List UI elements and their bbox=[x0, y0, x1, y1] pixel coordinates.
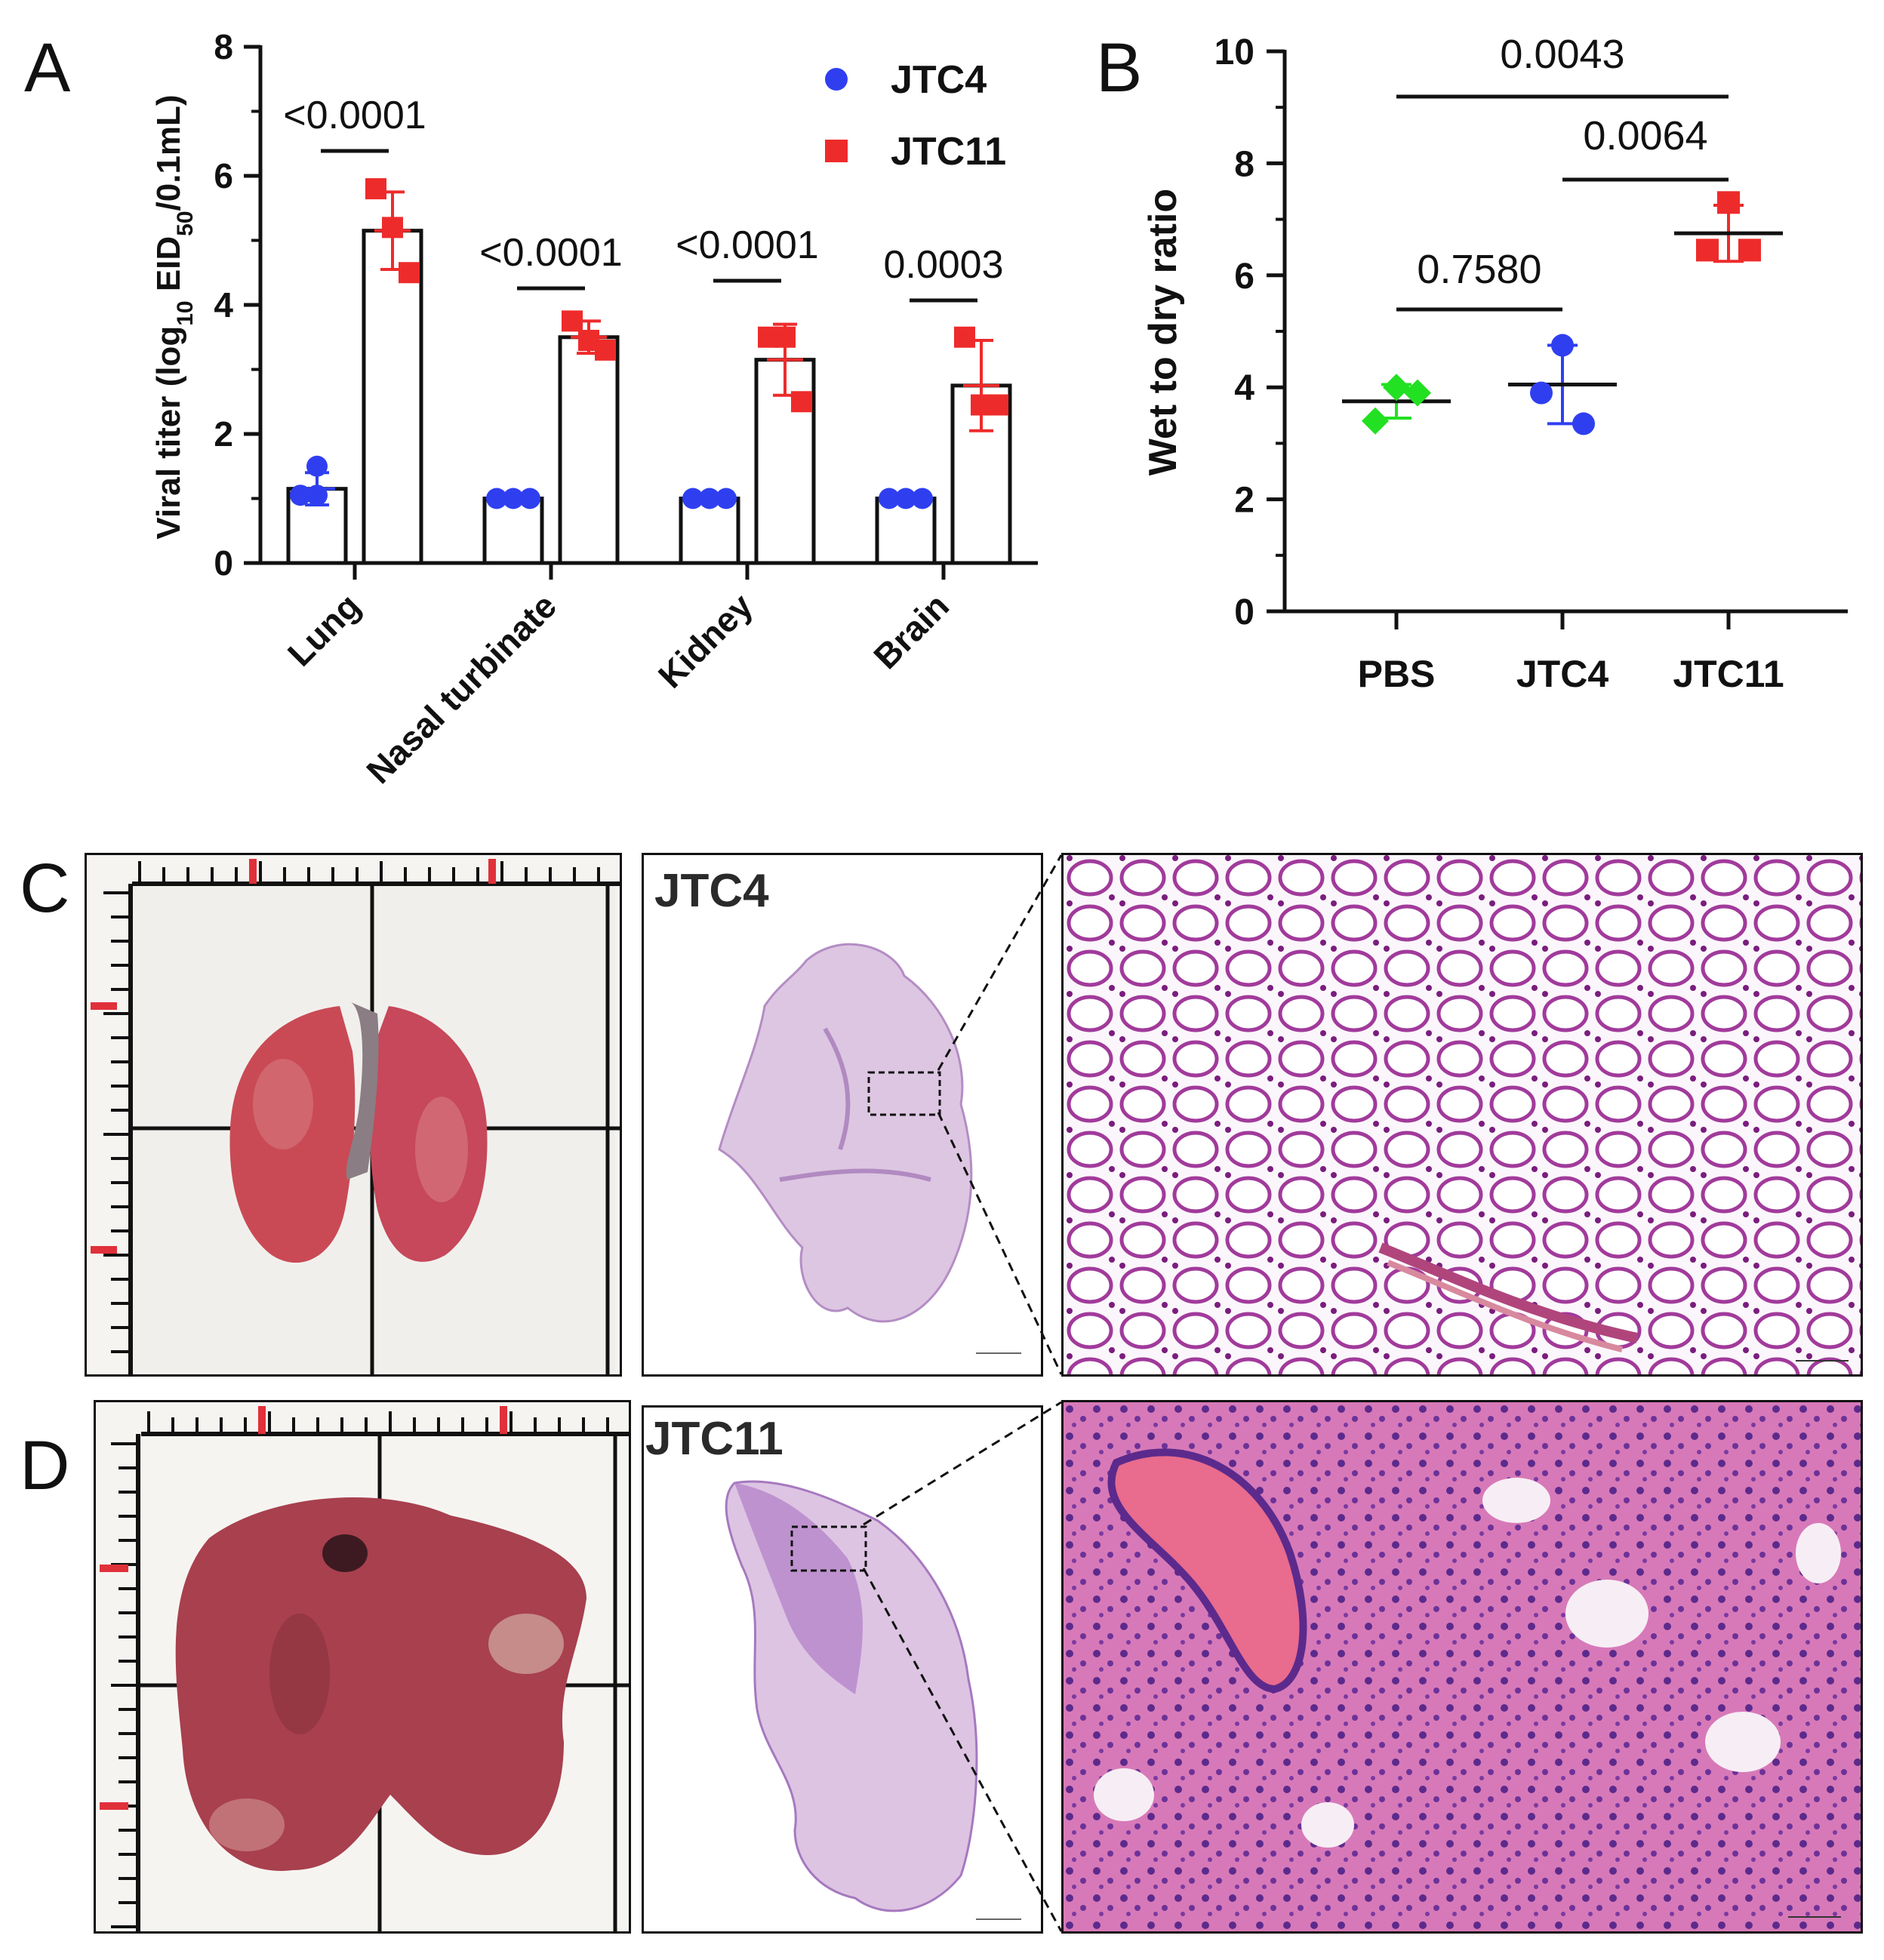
data-point-jtc11 bbox=[1696, 238, 1719, 262]
panel-letter-b: B bbox=[1096, 29, 1143, 106]
data-point-jtc11 bbox=[365, 178, 386, 200]
y-tick-label: 2 bbox=[214, 414, 233, 454]
legend-label-jtc4: JTC4 bbox=[891, 58, 987, 102]
bar-jtc11 bbox=[558, 335, 620, 565]
histology-overview-jtc4: JTC4 bbox=[642, 853, 1043, 1377]
data-point-jtc4 bbox=[486, 488, 507, 509]
data-point-jtc11 bbox=[1717, 191, 1740, 214]
y-tick-label: 6 bbox=[1234, 257, 1254, 297]
data-point-jtc4 bbox=[682, 488, 703, 509]
data-point-jtc4 bbox=[1551, 334, 1574, 357]
histology-zoom-jtc4 bbox=[1061, 853, 1863, 1377]
p-value-label: 0.0064 bbox=[1583, 113, 1707, 158]
data-point-jtc4 bbox=[1572, 412, 1595, 435]
data-point-jtc11 bbox=[399, 262, 420, 284]
data-point-jtc4 bbox=[879, 488, 900, 509]
y-tick-label: 8 bbox=[214, 27, 233, 66]
histology-overview-jtc4-graphic bbox=[718, 943, 1021, 1354]
p-value-label: <0.0001 bbox=[479, 231, 622, 275]
y-tick-label: 10 bbox=[1214, 32, 1254, 72]
data-point-jtc4 bbox=[306, 455, 328, 477]
data-point-jtc4 bbox=[503, 488, 524, 509]
panel-letter-d: D bbox=[20, 1427, 70, 1504]
data-point-pbs bbox=[1404, 379, 1431, 407]
data-point-jtc11 bbox=[987, 394, 1008, 416]
legend-label-jtc11: JTC11 bbox=[891, 130, 1006, 174]
p-value-label: 0.0003 bbox=[883, 243, 1003, 287]
y-tick-label: 8 bbox=[1234, 144, 1254, 184]
sample-label-jtc4: JTC4 bbox=[654, 865, 769, 917]
histology-zoom-jtc11 bbox=[1061, 1400, 1863, 1934]
lung-photo-jtc11-graphic bbox=[96, 1402, 629, 1931]
histology-zoom-jtc11-graphic bbox=[1064, 1402, 1861, 1931]
x-tick-label: JTC4 bbox=[1516, 653, 1608, 695]
data-point-jtc11 bbox=[595, 339, 616, 361]
x-tick-label: PBS bbox=[1358, 653, 1436, 695]
lung-photo-jtc4 bbox=[85, 853, 622, 1377]
legend-marker-jtc11 bbox=[825, 140, 848, 162]
data-point-jtc11 bbox=[382, 217, 403, 238]
data-point-pbs bbox=[1383, 374, 1410, 402]
p-value-label: <0.0001 bbox=[676, 223, 818, 267]
y-axis-label: Wet to dry ratio bbox=[1141, 189, 1185, 475]
y-tick-label: 0 bbox=[214, 543, 233, 583]
viral-titer-bar-chart: Viral titer (log10 EID50/0.1mL) 02468Lun… bbox=[150, 27, 1038, 791]
histology-zoom-jtc4-graphic bbox=[1064, 855, 1861, 1374]
data-point-jtc4 bbox=[1530, 381, 1553, 405]
y-tick-label: 4 bbox=[214, 285, 233, 325]
histology-overview-jtc11: JTC11 bbox=[642, 1405, 1043, 1934]
data-point-jtc11 bbox=[954, 326, 975, 348]
data-point-jtc4 bbox=[699, 488, 720, 509]
lung-photo-jtc4-graphic bbox=[87, 855, 620, 1374]
legend-marker-jtc4 bbox=[825, 68, 848, 91]
data-point-jtc4 bbox=[306, 485, 328, 506]
data-point-jtc11 bbox=[791, 391, 812, 413]
lung-photo-jtc11 bbox=[94, 1400, 631, 1934]
p-value-label: 0.0043 bbox=[1500, 32, 1624, 77]
p-value-label: 0.7580 bbox=[1417, 247, 1541, 292]
data-point-jtc4 bbox=[716, 488, 737, 509]
y-tick-label: 2 bbox=[1234, 481, 1254, 521]
data-point-jtc11 bbox=[1738, 238, 1761, 262]
data-point-jtc4 bbox=[912, 488, 933, 509]
data-point-jtc4 bbox=[519, 488, 540, 509]
bar-jtc11 bbox=[362, 229, 423, 565]
sample-label-jtc11: JTC11 bbox=[645, 1413, 783, 1465]
data-point-jtc11 bbox=[562, 310, 583, 332]
p-value-label: <0.0001 bbox=[283, 94, 426, 137]
data-point-jtc4 bbox=[290, 485, 311, 506]
y-tick-label: 4 bbox=[1234, 368, 1254, 408]
data-point-jtc4 bbox=[895, 488, 916, 509]
panel-letter-a: A bbox=[24, 29, 71, 106]
histology-overview-jtc11-graphic bbox=[725, 1480, 1021, 1920]
bar-jtc4 bbox=[679, 497, 740, 565]
bar-jtc4 bbox=[482, 497, 544, 565]
panel-letter-c: C bbox=[20, 850, 70, 927]
wet-dry-ratio-scatter: Wet to dry ratio 0 2 4 6 8 10 PBS JTC4 JTC11 0.75… bbox=[1141, 32, 1848, 695]
y-tick-label: 0 bbox=[1234, 592, 1254, 632]
data-point-jtc11 bbox=[774, 326, 796, 348]
y-axis-label: Viral titer (log10 EID50/0.1mL) bbox=[150, 94, 198, 539]
y-tick-label: 6 bbox=[214, 156, 233, 195]
data-point-pbs bbox=[1362, 407, 1389, 435]
x-tick-label: JTC11 bbox=[1673, 653, 1784, 695]
